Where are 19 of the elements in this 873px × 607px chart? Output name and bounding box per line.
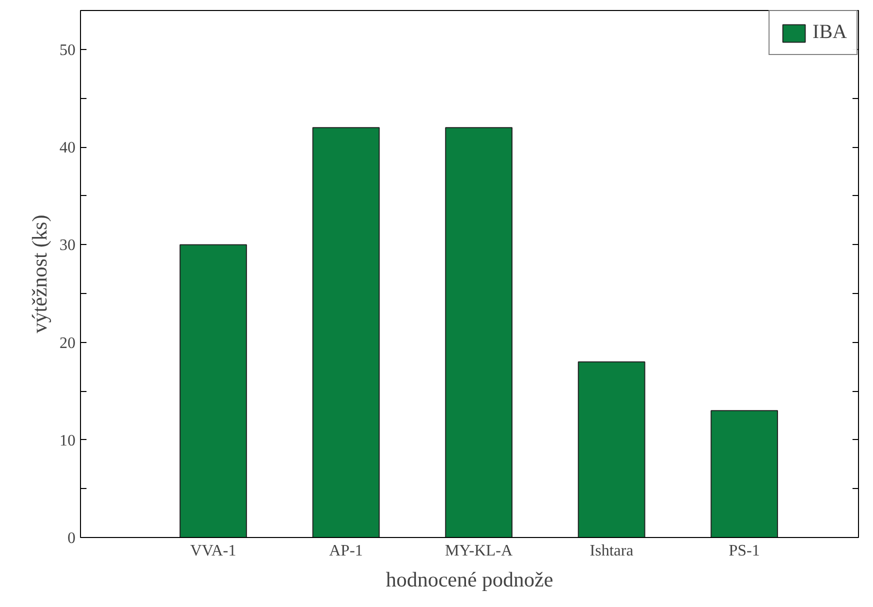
bar: [578, 361, 646, 538]
y-tick-label: 50: [60, 42, 76, 60]
bar: [710, 410, 778, 538]
x-axis-title: hodnocené podnože: [386, 568, 554, 592]
bar: [445, 127, 512, 538]
legend-label: IBA: [812, 21, 847, 44]
bar: [180, 244, 247, 538]
x-tick-label: Ishtara: [590, 542, 634, 560]
y-tick-label: 40: [60, 140, 76, 157]
x-tick-label: PS-1: [728, 542, 760, 560]
y-axis-title: výtěžnost (ks): [28, 214, 52, 334]
bar: [312, 127, 380, 538]
y-tick-label: 0: [68, 530, 76, 547]
y-tick-label: 20: [60, 334, 76, 352]
x-tick-label: MY-KL-A: [445, 542, 514, 560]
y-tick-label: 30: [60, 237, 76, 254]
y-tick-label: 10: [60, 432, 76, 450]
x-tick-label: VVA-1: [190, 542, 236, 560]
x-tick-label: AP-1: [329, 542, 363, 560]
